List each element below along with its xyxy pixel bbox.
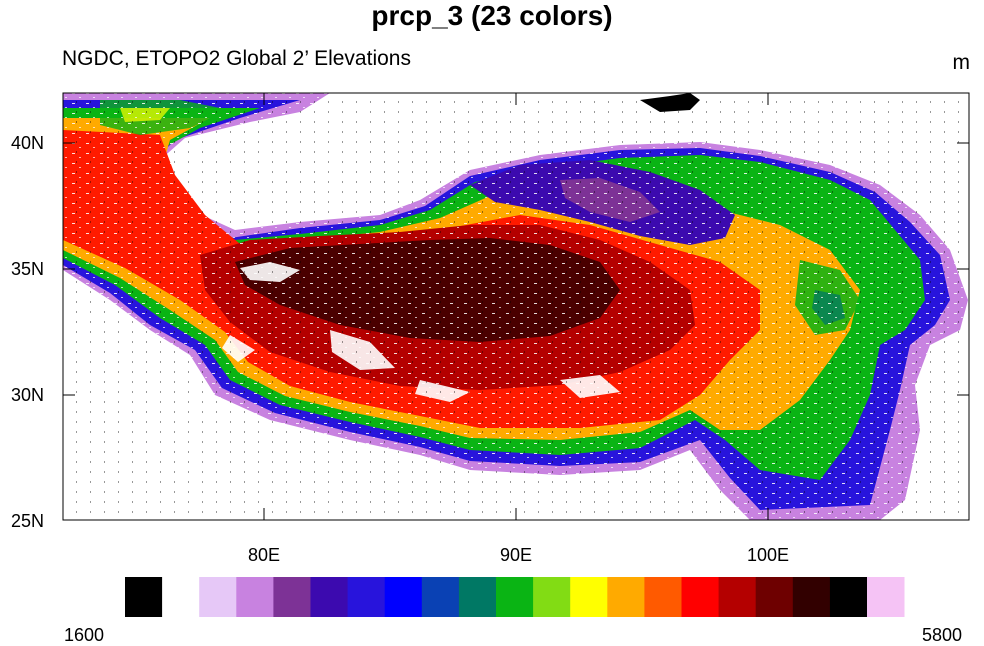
colorbar-swatch	[792, 577, 831, 617]
terrain-texture	[63, 93, 969, 520]
colorbar-min-label: 1600	[64, 625, 105, 645]
colorbar-swatch	[755, 577, 794, 617]
lat-label-25n: 25N	[10, 511, 44, 531]
colorbar-swatch	[607, 577, 645, 617]
north-terrain-fragment	[640, 93, 700, 112]
colorbar-swatch	[125, 577, 163, 617]
colorbar-max-label: 5800	[922, 625, 963, 645]
colorbar-swatch	[273, 577, 311, 617]
colorbar-swatch	[310, 577, 348, 617]
colorbar-swatch	[644, 577, 682, 617]
lat-label-40n: 40N	[10, 133, 44, 153]
lat-label-30n: 30N	[10, 385, 44, 405]
colorbar-swatch	[162, 577, 200, 617]
lon-ticks	[263, 93, 769, 520]
terrain-layer	[63, 93, 969, 520]
lon-label-80e: 80E	[247, 545, 281, 565]
colorbar	[125, 577, 905, 617]
colorbar-swatch	[236, 577, 274, 617]
colorbar-swatch	[867, 577, 905, 617]
colorbar-swatch	[681, 577, 719, 617]
lat-label-35n: 35N	[10, 259, 44, 279]
lon-label-100e: 100E	[746, 545, 790, 565]
chart-title: prcp_3 (23 colors)	[371, 0, 613, 31]
lat-ticks	[63, 142, 969, 396]
lon-label-90e: 90E	[499, 545, 533, 565]
dataset-subtitle: NGDC, ETOPO2 Global 2’ Elevations	[62, 47, 411, 70]
colorbar-swatch	[458, 577, 497, 617]
colorbar-swatch	[496, 577, 534, 617]
colorbar-swatch	[533, 577, 571, 617]
colorbar-swatch	[199, 577, 237, 617]
colorbar-swatch	[421, 577, 460, 617]
colorbar-swatch	[718, 577, 757, 617]
units-label: m	[952, 51, 971, 74]
colorbar-swatch	[829, 577, 868, 617]
colorbar-swatch	[347, 577, 386, 617]
colorbar-swatch	[384, 577, 423, 617]
colorbar-swatch	[570, 577, 608, 617]
